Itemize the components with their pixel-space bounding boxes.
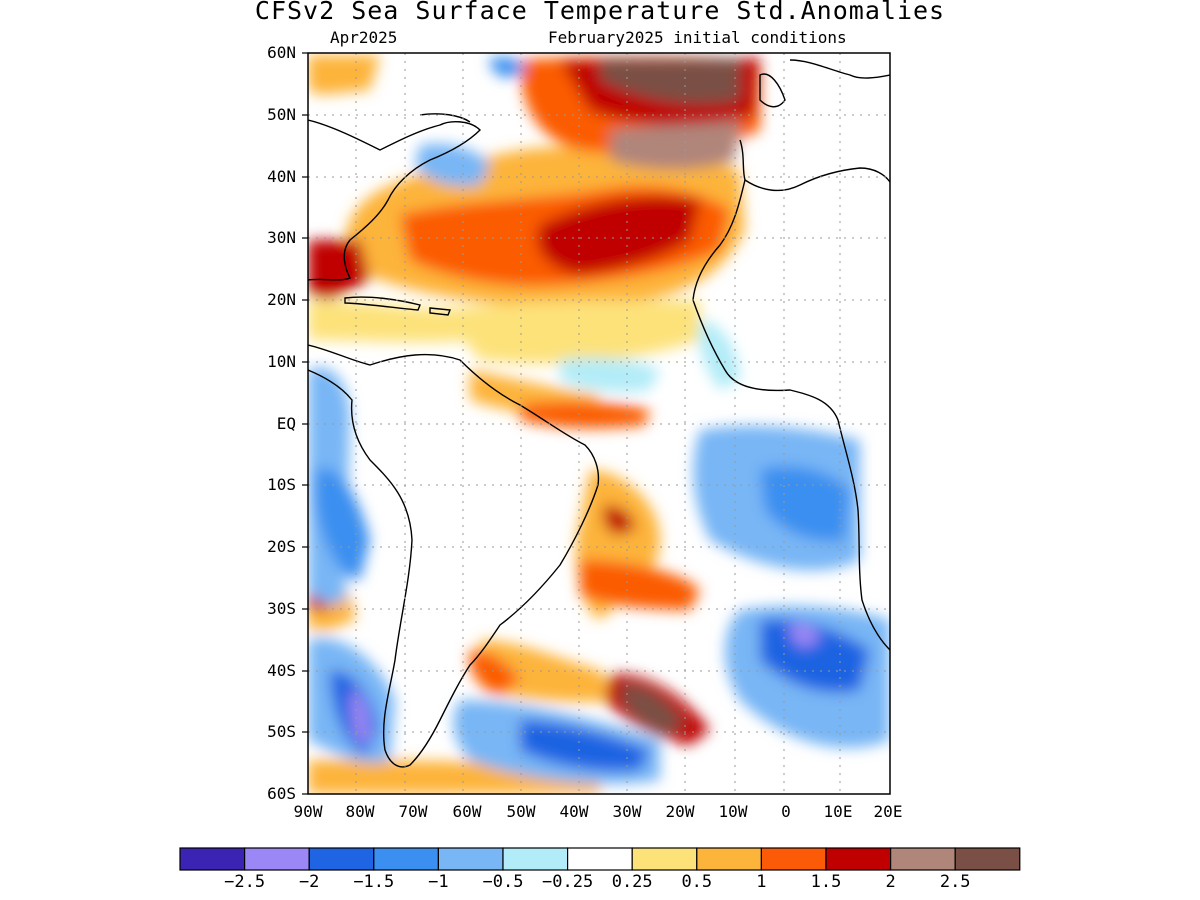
lon-label-70w: 70W [398, 802, 428, 821]
colorbar-tick-label: 1.5 [810, 872, 842, 892]
lon-label-0: 0 [781, 802, 791, 821]
colorbar-swatch [502, 847, 569, 871]
colorbar-tick-label: −0.25 [542, 872, 594, 892]
lon-label-10e: 10E [823, 802, 853, 821]
colorbar-swatch [179, 847, 246, 871]
tick-marks [302, 52, 308, 795]
lat-label-60n: 60N [267, 43, 296, 62]
lon-label-80w: 80W [345, 802, 375, 821]
colorbar-tick-label: −2 [298, 872, 320, 892]
colorbar-swatch [954, 847, 1021, 871]
map-title: CFSv2 Sea Surface Temperature Std.Anomal… [254, 0, 946, 25]
lon-label-20w: 20W [665, 802, 695, 821]
lat-label-50n: 50N [267, 105, 296, 124]
forecast-month: Apr2025 [330, 28, 398, 47]
colorbar-tick-label: 1 [756, 872, 767, 892]
lat-label-40n: 40N [267, 167, 296, 186]
colorbar-tick-label: −1 [428, 872, 449, 892]
lon-label-50w: 50W [506, 802, 536, 821]
colorbar-tick-label: 0.25 [611, 872, 653, 892]
colorbar-tick-label: 2.5 [939, 872, 971, 892]
initial-conditions: February2025 initial conditions [548, 28, 847, 47]
lon-label-90w: 90W [293, 802, 323, 821]
lat-label-10s: 10S [267, 475, 296, 494]
colorbar-swatch [437, 847, 504, 871]
lat-label-60s: 60S [267, 784, 296, 803]
colorbar-swatch [308, 847, 375, 871]
lat-label-10n: 10N [267, 352, 296, 371]
lon-label-60w: 60W [452, 802, 482, 821]
lon-label-20e: 20E [873, 802, 903, 821]
lat-label-30n: 30N [267, 228, 296, 247]
colorbar-swatch [696, 847, 762, 871]
anomaly-field [308, 53, 890, 794]
colorbar-swatch [889, 847, 956, 871]
lat-label-20n: 20N [267, 290, 296, 309]
lat-label-40s: 40S [267, 661, 296, 680]
lon-label-30w: 30W [612, 802, 642, 821]
colorbar-swatch [760, 847, 827, 871]
colorbar-swatch [373, 847, 439, 871]
colorbar-tick-label: 0.5 [681, 872, 713, 892]
colorbar-swatch [566, 847, 633, 871]
colorbar [179, 847, 1021, 871]
lat-label-30s: 30S [267, 599, 296, 618]
colorbar-swatch [825, 847, 892, 871]
colorbar-tick-label: −0.5 [482, 872, 524, 892]
colorbar-tick-label: 2 [885, 872, 896, 892]
colorbar-swatch [631, 847, 698, 871]
graticule [308, 53, 890, 794]
colorbar-tick-label: −1.5 [353, 872, 395, 892]
lat-label-20s: 20S [267, 537, 296, 556]
lon-label-10w: 10W [718, 802, 748, 821]
coastlines [308, 59, 890, 768]
lat-label-50s: 50S [267, 722, 296, 741]
colorbar-swatch [244, 847, 310, 871]
colorbar-tick-label: −2.5 [224, 872, 266, 892]
lat-label-eq: EQ [276, 414, 296, 433]
lon-label-40w: 40W [559, 802, 589, 821]
